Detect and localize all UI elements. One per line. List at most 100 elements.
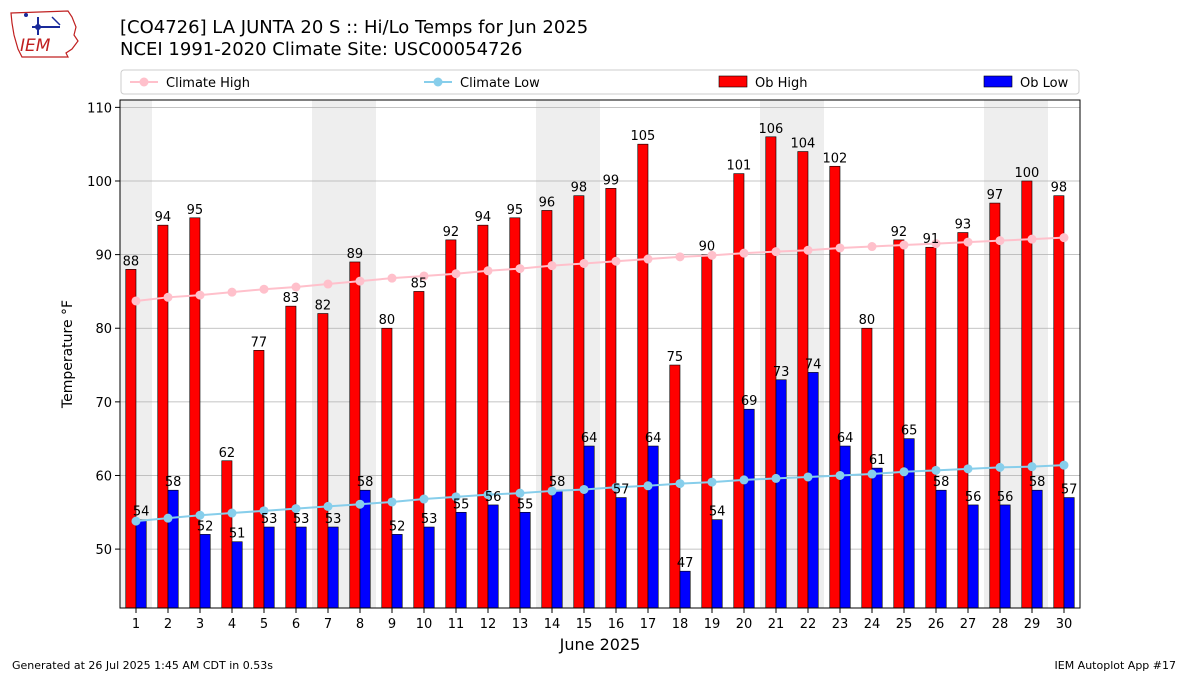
x-tick-label: 3 (196, 617, 204, 632)
ob-high-bar (1021, 180, 1033, 609)
ob-low-bar (487, 504, 499, 609)
ob-low-value-label: 55 (453, 497, 470, 512)
ob-high-bar (957, 232, 969, 609)
climate-low-point (931, 465, 941, 475)
ob-low-value-label: 74 (805, 357, 822, 372)
climate-high-point (483, 266, 493, 276)
climate-low-point (131, 516, 141, 526)
ob-low-bar (263, 526, 275, 609)
ob-low-value-label: 56 (485, 490, 502, 505)
ob-low-bar (807, 372, 819, 609)
ob-low-value-label: 56 (965, 490, 982, 505)
ob-high-value-label: 95 (187, 203, 204, 218)
ob-high-bar (509, 217, 521, 609)
legend-label-ob-low: Ob Low (1020, 76, 1069, 91)
x-tick-label: 19 (704, 617, 721, 632)
climate-high-point (675, 252, 685, 262)
ob-high-value-label: 105 (630, 129, 655, 144)
x-tick-label: 26 (928, 617, 945, 632)
legend-box (120, 69, 1080, 95)
climate-high-point (1027, 234, 1037, 244)
ob-low-value-label: 53 (261, 512, 278, 527)
climate-high-point (131, 296, 141, 306)
ob-high-bar (189, 217, 201, 609)
ob-low-bar (519, 511, 531, 609)
ob-high-value-label: 88 (123, 254, 140, 269)
x-tick-label: 16 (608, 617, 625, 632)
ob-low-value-label: 47 (677, 556, 694, 571)
ob-high-bar (573, 195, 585, 609)
ob-low-bar (647, 445, 659, 609)
legend-swatch-ob-low (983, 75, 1013, 88)
ob-low-value-label: 58 (1029, 475, 1046, 490)
ob-low-value-label: 58 (933, 475, 950, 490)
ob-high-value-label: 77 (251, 335, 268, 350)
y-axis-label: Temperature °F (60, 300, 76, 409)
ob-low-bar (999, 504, 1011, 609)
ob-low-bar (743, 408, 755, 609)
x-tick-label: 5 (260, 617, 268, 632)
legend-label-ob-high: Ob High (755, 76, 808, 91)
ob-low-bar (679, 570, 691, 609)
climate-low-point (707, 477, 717, 487)
climate-high-point (387, 273, 397, 283)
climate-low-point (323, 501, 333, 511)
x-tick-label: 17 (640, 617, 657, 632)
ob-high-value-label: 96 (539, 195, 556, 210)
ob-high-value-label: 89 (347, 247, 364, 262)
climate-low-point (1059, 460, 1069, 470)
chart-title: [CO4726] LA JUNTA 20 S :: Hi/Lo Temps fo… (120, 17, 589, 38)
ob-high-value-label: 75 (667, 350, 684, 365)
x-tick-label: 28 (992, 617, 1009, 632)
x-tick-label: 25 (896, 617, 913, 632)
x-tick-label: 23 (832, 617, 849, 632)
ob-low-bar (839, 445, 851, 609)
chart-title-block: [CO4726] LA JUNTA 20 S :: Hi/Lo Temps fo… (120, 17, 588, 61)
climate-high-point (515, 264, 525, 274)
climate-low-point (419, 494, 429, 504)
legend-marker-climate-low (433, 77, 443, 87)
climate-low-line (135, 464, 1065, 523)
ob-low-value-label: 64 (645, 431, 662, 446)
ob-low-value-label: 58 (549, 475, 566, 490)
ob-low-bar (711, 519, 723, 609)
ob-high-value-label: 101 (726, 159, 751, 174)
climate-low-point (195, 510, 205, 520)
ob-high-bar (797, 151, 809, 609)
ob-high-value-label: 90 (699, 240, 716, 255)
legend-label-climate-low: Climate Low (460, 76, 540, 91)
iem-logo: IEM (8, 5, 80, 60)
climate-low-point (547, 486, 557, 496)
ob-low-value-label: 61 (869, 453, 886, 468)
x-tick-label: 18 (672, 617, 689, 632)
ob-high-value-label: 98 (571, 181, 588, 196)
climate-low-point (579, 484, 589, 494)
y-tick-label: 70 (95, 396, 112, 411)
ob-high-bar (349, 261, 361, 609)
x-tick-label: 9 (388, 617, 396, 632)
ob-high-bar (701, 254, 713, 609)
ob-high-value-label: 94 (475, 210, 492, 225)
ob-high-bar (253, 350, 265, 609)
x-tick-label: 12 (480, 617, 497, 632)
climate-high-point (995, 236, 1005, 246)
climate-high-point (803, 245, 813, 255)
ob-low-bar (903, 438, 915, 609)
ob-high-bar (541, 210, 553, 609)
climate-low-point (387, 497, 397, 507)
x-tick-label: 7 (324, 617, 332, 632)
chart-subtitle: NCEI 1991-2020 Climate Site: USC00054726 (120, 39, 523, 60)
ob-low-value-label: 65 (901, 424, 918, 439)
ob-high-value-label: 98 (1051, 181, 1068, 196)
ob-high-bar (125, 269, 137, 609)
climate-low-point (163, 513, 173, 523)
climate-high-point (899, 240, 909, 250)
ob-low-value-label: 57 (613, 483, 630, 498)
climate-high-point (163, 292, 173, 302)
ob-high-value-label: 102 (822, 151, 847, 166)
x-tick-label: 6 (292, 617, 300, 632)
ob-low-bar (231, 541, 243, 609)
x-tick-label: 2 (164, 617, 172, 632)
climate-low-point (259, 506, 269, 516)
